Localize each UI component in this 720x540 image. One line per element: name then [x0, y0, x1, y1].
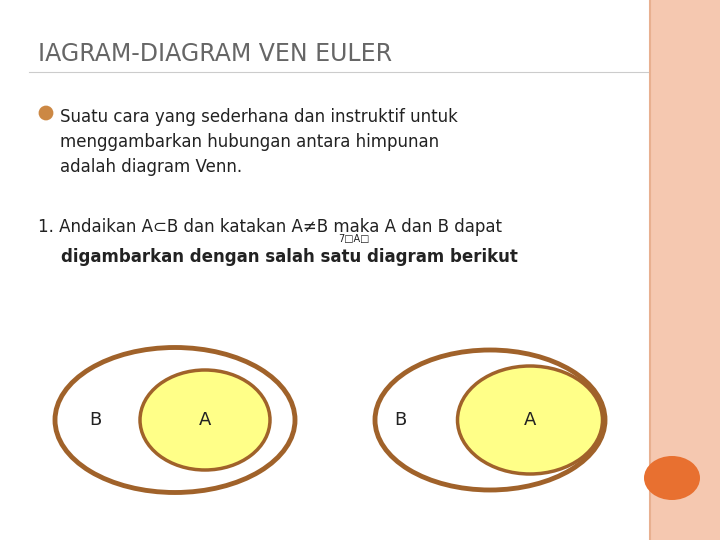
- Text: 7□A□: 7□A□: [338, 234, 369, 244]
- Text: B: B: [89, 411, 101, 429]
- Bar: [650, 0, 720, 540]
- Ellipse shape: [644, 456, 700, 500]
- Ellipse shape: [375, 350, 605, 490]
- Ellipse shape: [140, 370, 270, 470]
- Text: IAGRAM-DIAGRAM VEN EULER: IAGRAM-DIAGRAM VEN EULER: [38, 42, 392, 66]
- Text: digambarkan dengan salah satu diagram berikut: digambarkan dengan salah satu diagram be…: [38, 248, 518, 266]
- Ellipse shape: [55, 348, 295, 492]
- Circle shape: [40, 107, 52, 119]
- Ellipse shape: [457, 366, 603, 474]
- Text: A: A: [199, 411, 211, 429]
- Text: Suatu cara yang sederhana dan instruktif untuk
menggambarkan hubungan antara him: Suatu cara yang sederhana dan instruktif…: [60, 108, 458, 176]
- Text: 1. Andaikan A⊂B dan katakan A≠B maka A dan B dapat: 1. Andaikan A⊂B dan katakan A≠B maka A d…: [38, 218, 502, 236]
- Text: B: B: [394, 411, 406, 429]
- Text: A: A: [524, 411, 536, 429]
